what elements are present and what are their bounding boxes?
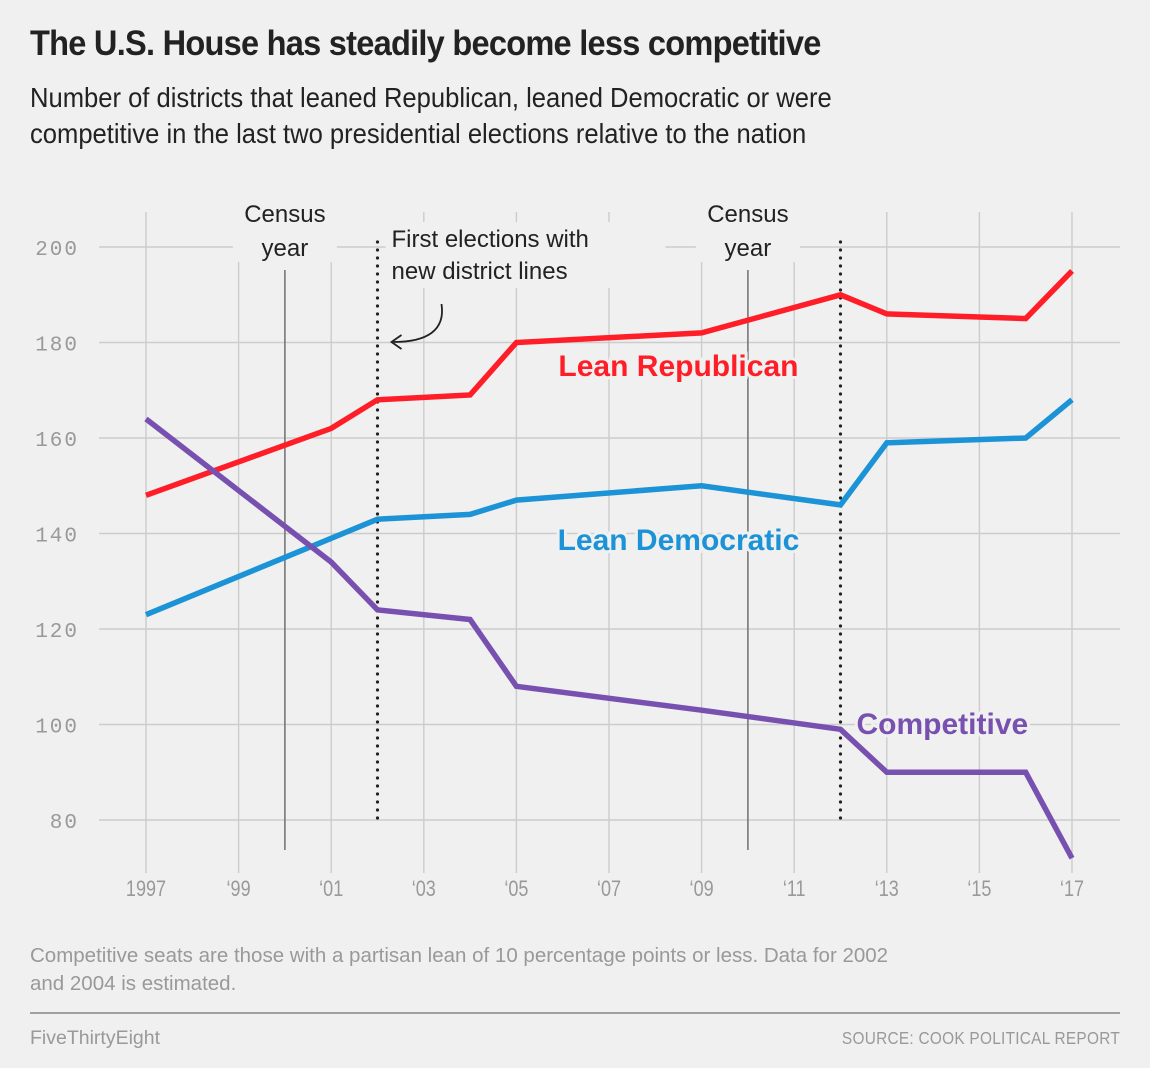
census-year-label: Census <box>707 201 788 228</box>
brand-name: FiveThirtyEight <box>30 1027 161 1049</box>
x-tick-label: ‘99 <box>227 877 251 901</box>
series-labels: Lean Republican Lean Democratic Competitiv… <box>555 347 1032 744</box>
x-axis-tick-labels: 1997 ‘99 ‘01 ‘03 ‘05 ‘07 ‘09 ‘11 ‘13 ‘15 ‘17 <box>126 877 1084 901</box>
y-tick-label: 140 <box>35 526 79 549</box>
census-year-label: year <box>725 235 772 262</box>
x-tick-label: ‘07 <box>597 877 621 901</box>
x-tick-label: ‘05 <box>504 877 528 901</box>
x-tick-label: 1997 <box>126 877 166 901</box>
series-line-lean-republican <box>145 268 1074 498</box>
y-tick-label: 100 <box>35 717 79 740</box>
subtitle-line-2: competitive in the last two presidential… <box>30 118 807 149</box>
source-credit: SOURCE: COOK POLITICAL REPORT <box>841 1028 1120 1048</box>
footer-divider <box>30 1012 1120 1014</box>
annotation-label-background <box>385 222 666 288</box>
arrowhead-icon <box>389 334 403 350</box>
series-label-lean-democratic: Lean Democratic <box>558 524 800 557</box>
census-year-label: Census <box>244 201 325 228</box>
footnote-line-2: and 2004 is estimated. <box>30 972 237 995</box>
x-tick-label: ‘03 <box>412 877 436 901</box>
y-tick-label: 120 <box>35 621 79 644</box>
series-lines <box>144 268 1075 860</box>
census-year-label: year <box>262 235 309 262</box>
footnote: Competitive seats are those with a parti… <box>30 942 888 998</box>
series-line-lean-democratic <box>144 397 1074 618</box>
x-tick-label: ‘11 <box>783 877 806 901</box>
y-tick-label: 80 <box>50 812 79 835</box>
chart-title: The U.S. House has steadily become less … <box>30 24 821 63</box>
new-district-lines-label: new district lines <box>392 258 568 285</box>
annotation-label-background <box>695 198 800 262</box>
subtitle-line-1: Number of districts that leaned Republic… <box>30 82 832 113</box>
x-tick-label: ‘17 <box>1060 877 1084 901</box>
footnote-line-1: Competitive seats are those with a parti… <box>30 944 889 967</box>
y-tick-label: 200 <box>35 239 79 262</box>
series-label-lean-republican: Lean Republican <box>558 350 798 383</box>
x-tick-label: ‘13 <box>875 877 899 901</box>
annotation-label-background <box>232 198 337 262</box>
series-line-competitive <box>144 416 1075 860</box>
chart-subtitle: Number of districts that leaned Republic… <box>30 80 1053 152</box>
y-tick-label: 160 <box>35 430 79 453</box>
annotations: Census year Census year First elections with… <box>232 198 843 850</box>
x-tick-label: ‘01 <box>319 877 343 901</box>
y-axis-tick-labels: 80 100 120 140 160 180 200 <box>35 239 79 835</box>
y-tick-label: 180 <box>35 335 79 358</box>
x-gridlines <box>145 212 1073 873</box>
curved-arrow-icon <box>393 303 443 343</box>
series-label-competitive: Competitive <box>857 708 1029 741</box>
x-tick-label: ‘09 <box>690 877 714 901</box>
new-district-lines-label: First elections with <box>392 226 589 253</box>
x-tick-label: ‘15 <box>967 877 991 901</box>
